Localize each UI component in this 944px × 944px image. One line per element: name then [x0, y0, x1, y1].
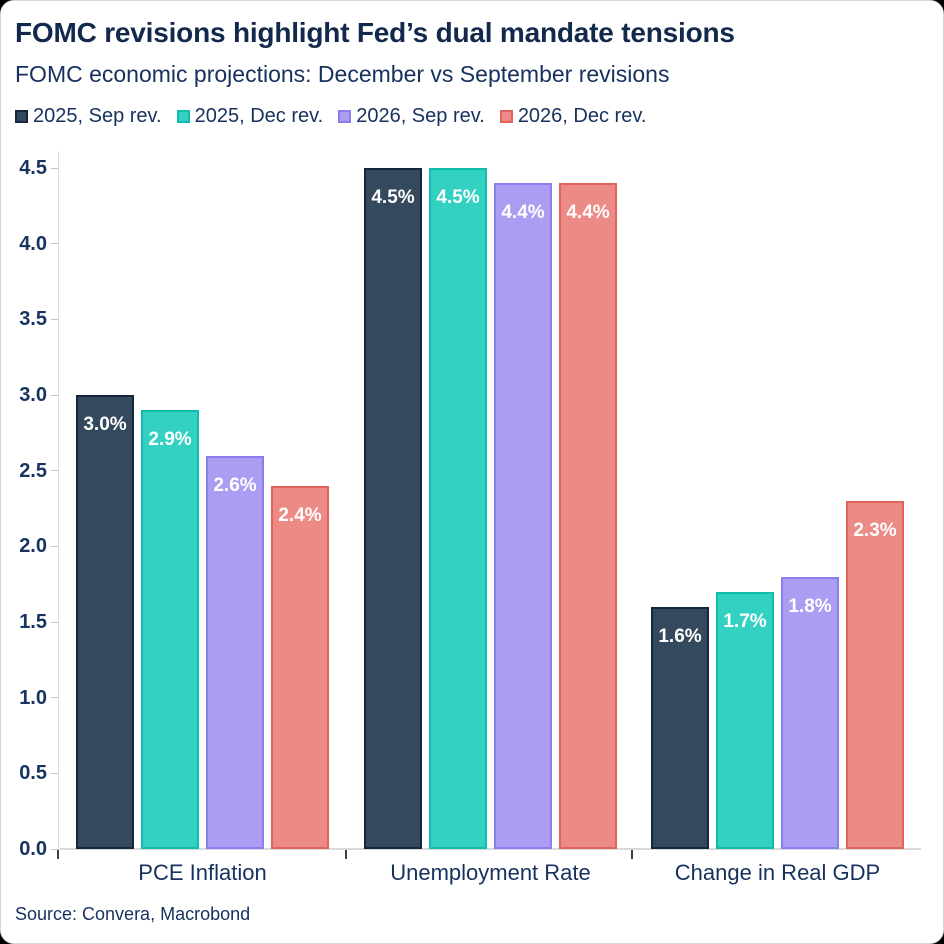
bar: 1.7%	[716, 591, 774, 849]
bar: 1.6%	[651, 606, 709, 849]
y-axis-tick	[51, 394, 58, 396]
y-axis-tick-label: 2.0	[19, 535, 47, 558]
bar: 3.0%	[76, 395, 134, 849]
bar: 2.3%	[846, 500, 904, 849]
legend-label: 2026, Sep rev.	[356, 105, 485, 127]
legend-swatch-icon	[338, 110, 352, 123]
bar: 4.4%	[494, 183, 552, 849]
bar: 2.9%	[141, 410, 199, 849]
bar-value-label: 2.9%	[148, 429, 192, 451]
bar-value-label: 1.8%	[788, 595, 832, 617]
y-axis-tick-label: 4.5	[19, 157, 47, 179]
y-axis-tick-label: 0.0	[19, 838, 47, 860]
legend-label: 2025, Dec rev.	[194, 105, 324, 127]
x-axis-tick	[631, 850, 633, 859]
bar: 4.5%	[364, 168, 422, 849]
y-axis-tick-label: 1.5	[19, 611, 47, 633]
bar-value-label: 1.6%	[658, 625, 702, 647]
category-label: Unemployment Rate	[390, 860, 591, 885]
y-axis-tick	[51, 318, 58, 320]
x-axis-tick	[345, 850, 347, 859]
bar: 2.4%	[271, 485, 329, 849]
x-axis-line	[58, 848, 921, 850]
legend-item: 2026, Dec rev.	[499, 105, 647, 128]
legend-item: 2026, Sep rev.	[338, 105, 485, 128]
y-axis-tick-label: 2.5	[19, 459, 47, 482]
y-axis-tick	[51, 621, 58, 623]
y-axis-line	[58, 151, 59, 849]
y-axis-tick	[51, 772, 58, 774]
y-axis-tick-label: 3.5	[19, 308, 47, 331]
y-axis-tick	[51, 545, 58, 547]
legend-item: 2025, Sep rev.	[15, 105, 162, 128]
y-axis-tick-label: 3.0	[19, 384, 47, 406]
bar-value-label: 1.7%	[723, 610, 767, 632]
chart-subtitle: FOMC economic projections: December vs S…	[15, 61, 670, 87]
legend: 2025, Sep rev. 2025, Dec rev. 2026, Sep re…	[15, 105, 646, 128]
y-axis-tick-label: 1.0	[19, 686, 47, 709]
y-axis-tick	[51, 243, 58, 245]
bar: 4.5%	[429, 168, 487, 849]
bar-value-label: 4.4%	[501, 202, 545, 224]
y-axis-tick-label: 4.0	[19, 232, 47, 255]
x-axis-tick	[57, 850, 59, 859]
y-axis-tick	[51, 167, 58, 169]
legend-label: 2025, Sep rev.	[33, 105, 162, 127]
bar: 1.8%	[781, 576, 839, 849]
bar-value-label: 2.3%	[853, 519, 897, 541]
bar: 4.4%	[559, 183, 617, 849]
bar-value-label: 4.5%	[371, 187, 415, 208]
legend-label: 2026, Dec rev.	[517, 105, 647, 127]
category-label: PCE Inflation	[138, 860, 267, 885]
legend-swatch-icon	[15, 110, 28, 123]
bar-value-label: 4.4%	[566, 202, 610, 224]
legend-swatch-icon	[499, 110, 513, 123]
bar: 2.6%	[206, 455, 264, 849]
y-axis-tick-label: 0.5	[19, 762, 47, 785]
y-axis-tick	[51, 848, 58, 850]
legend-item: 2025, Dec rev.	[176, 105, 324, 128]
category-label: Change in Real GDP	[674, 860, 881, 885]
bar-value-label: 2.4%	[278, 504, 322, 526]
legend-swatch-icon	[176, 110, 190, 123]
source-note: Source: Convera, Macrobond	[15, 904, 251, 924]
bar-value-label: 4.5%	[436, 187, 480, 208]
chart-title: FOMC revisions highlight Fed’s dual mand…	[15, 17, 735, 48]
bar-value-label: 3.0%	[83, 414, 127, 435]
bar-value-label: 2.6%	[213, 474, 257, 496]
y-axis-tick	[51, 697, 58, 699]
y-axis-tick	[51, 470, 58, 472]
